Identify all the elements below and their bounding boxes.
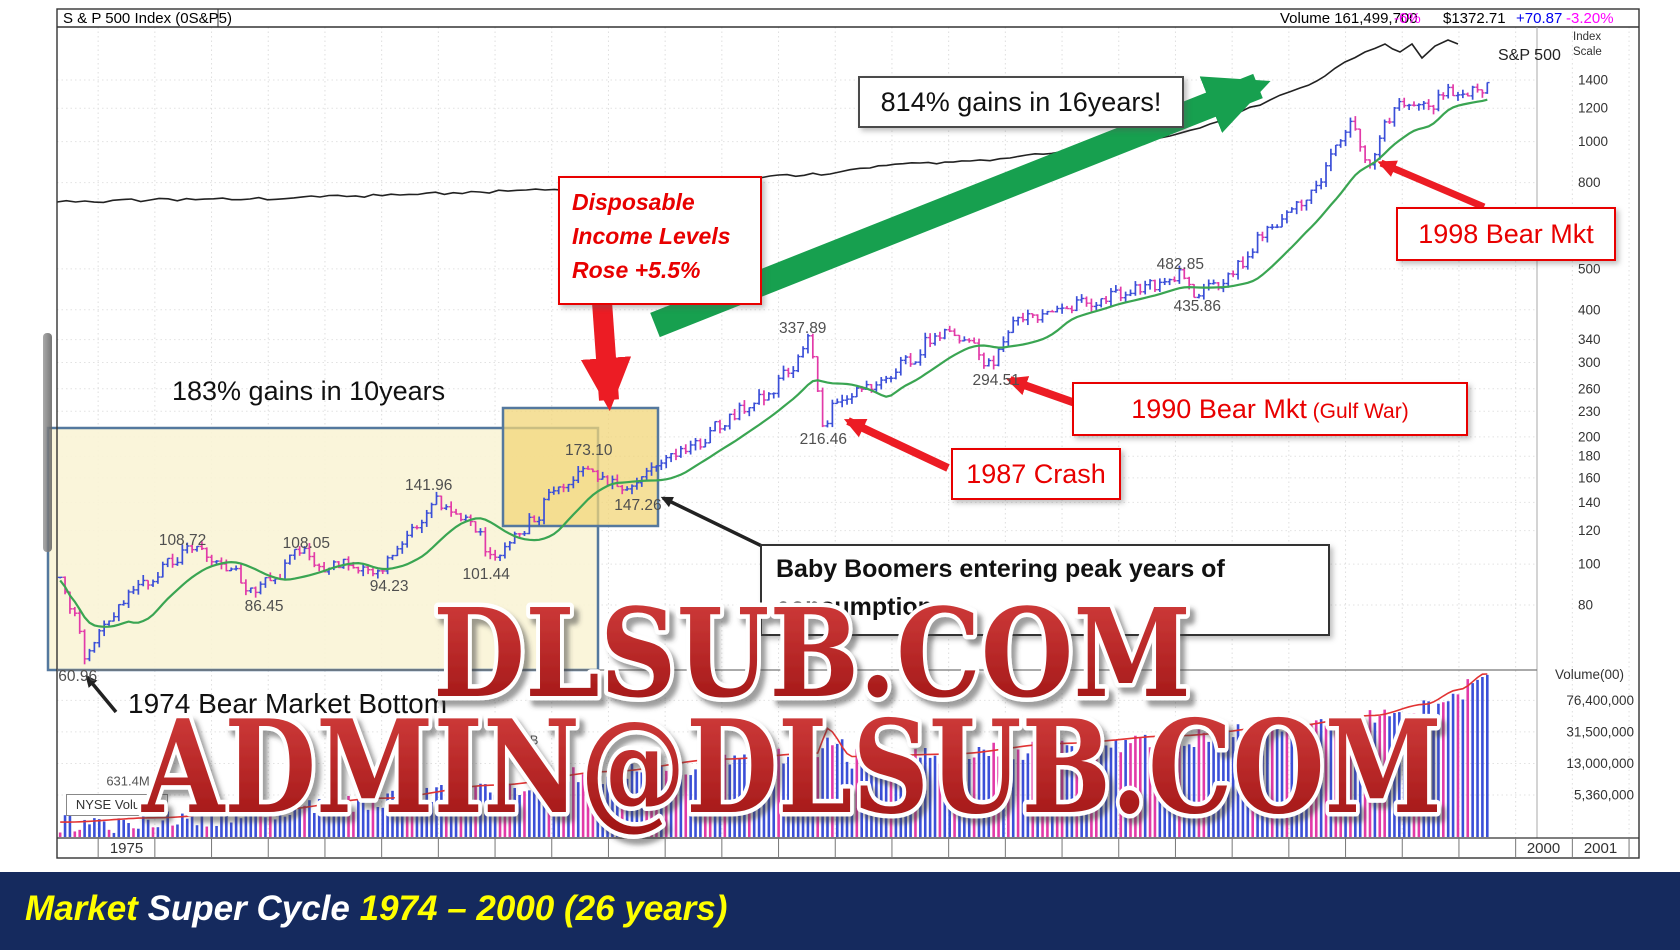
note-disposable-line3: Rose +5.5%	[572, 257, 701, 283]
price-point-label: 173.10	[565, 442, 613, 460]
price-point-label: 482.85	[1156, 256, 1204, 274]
header-last-price: $1372.71	[1443, 10, 1506, 27]
price-point-label: 86.45	[244, 597, 284, 615]
header-change-pct: -3.20%	[1566, 10, 1614, 27]
note-1990-main: 1990 Bear Mkt	[1131, 394, 1307, 424]
note-disposable-line1: Disposable	[572, 189, 695, 215]
price-point-label: 147.26	[614, 497, 662, 515]
price-point-label: 94.23	[369, 577, 409, 595]
note-baby-boomers: Baby Boomers entering peak years of cons…	[760, 544, 1330, 636]
price-scale-tick: 500	[1578, 261, 1601, 276]
arrow-1974	[85, 675, 118, 714]
frame-lines	[56, 8, 1640, 859]
volume-scale-tick: 5,360,000	[1574, 788, 1634, 803]
volume-point-label: 2.1B	[511, 732, 539, 748]
volume-scale-tick: 31,500,000	[1566, 724, 1634, 739]
price-point-label: 294.51	[972, 371, 1020, 389]
volume-scale-tick: 13,000,000	[1566, 756, 1634, 771]
arrow-1987	[843, 417, 950, 472]
scrollbar-thumb	[43, 333, 52, 552]
note-814-gains: 814% gains in 16years!	[858, 76, 1184, 128]
header-change-points: +70.87	[1516, 10, 1563, 27]
arrow-1990	[1005, 376, 1080, 408]
price-scale-tick: 200	[1578, 429, 1601, 444]
arrow-boomers	[660, 496, 765, 549]
footer-part1: Market	[25, 889, 148, 928]
header-volume: Volume 161,499,700	[1280, 10, 1418, 27]
scale-labels: Index Scale 1400 1200 1000 800 500 400 340 300 260…	[110, 31, 1634, 857]
footer-title: Market Super Cycle 1974 – 2000 (26 years…	[25, 872, 727, 950]
price-scale-tick: 800	[1578, 175, 1601, 190]
price-scale-tick: 140	[1578, 495, 1601, 510]
price-scale-tick: 100	[1578, 557, 1601, 572]
footer-part3: 1974 – 2000 (26 years)	[359, 889, 728, 928]
note-disposable-line2: Income Levels	[572, 223, 731, 249]
volume-scale-tick: 76,400,000	[1566, 693, 1634, 708]
price-scale-tick: 120	[1578, 523, 1601, 538]
nyse-volume-label: NYSE Volume	[66, 794, 168, 816]
volume-ma-line	[60, 673, 1488, 823]
note-1998-bear: 1998 Bear Mkt	[1396, 207, 1616, 261]
year-tick-label: 2000	[1527, 840, 1560, 857]
note-1974-bottom: 1974 Bear Market Bottom	[128, 688, 448, 719]
price-point-label: 435.86	[1173, 298, 1221, 315]
note-boomers-line2: consumption	[776, 593, 933, 621]
price-point-label: 60.96	[58, 667, 98, 685]
price-scale-tick: 1400	[1578, 72, 1608, 87]
candlestick-series	[57, 81, 1490, 665]
chart-title: S & P 500 Index (0S&P5)	[63, 10, 232, 27]
price-scale-tick: 340	[1578, 332, 1601, 347]
price-point-label: 101.44	[462, 566, 510, 584]
volume-point-label: 631.4M	[106, 773, 150, 789]
price-scale-tick: 400	[1578, 302, 1601, 317]
index-scale-label2: Scale	[1573, 46, 1602, 58]
price-point-label: 216.46	[799, 431, 848, 449]
price-point-label: 108.72	[158, 531, 207, 549]
note-1990-sub: (Gulf War)	[1306, 400, 1409, 423]
price-scale-tick: 1000	[1578, 134, 1608, 149]
index-scale-label1: Index	[1573, 31, 1601, 43]
series-name-label: S&P 500	[1498, 47, 1561, 64]
price-scale-tick: 80	[1578, 598, 1593, 613]
note-disposable-income: Disposable Income Levels Rose +5.5%	[558, 176, 762, 305]
red-down-arrow	[580, 287, 632, 412]
price-point-label: 337.89	[779, 319, 827, 337]
header-volume-pct: -6%	[1394, 10, 1421, 27]
note-boomers-line1: Baby Boomers entering peak years of	[776, 555, 1225, 583]
note-183-gains: 183% gains in 10years	[172, 376, 446, 406]
footer-part2: Super Cycle	[147, 889, 360, 928]
year-tick-label: 1975	[110, 840, 143, 857]
price-scale-tick: 230	[1578, 404, 1601, 419]
price-scale-tick: 160	[1578, 470, 1601, 485]
price-scale-tick: 1200	[1578, 101, 1608, 116]
price-scale-tick: 300	[1578, 355, 1601, 370]
volume-scale-title: Volume(00)	[1555, 667, 1624, 682]
note-1987-crash: 1987 Crash	[951, 448, 1121, 500]
price-scale-tick: 180	[1578, 449, 1601, 464]
note-1990-bear: 1990 Bear Mkt (Gulf War)	[1072, 382, 1468, 436]
arrow-1998	[1377, 159, 1486, 211]
volume-bars	[58, 674, 1489, 837]
price-point-label: 108.05	[282, 534, 331, 552]
footer-title-bar: Market Super Cycle 1974 – 2000 (26 years…	[0, 872, 1680, 950]
price-scale-tick: 260	[1578, 381, 1601, 396]
year-tick-label: 2001	[1584, 840, 1617, 857]
ma-line	[59, 98, 1488, 628]
price-point-label: 141.96	[404, 476, 453, 494]
